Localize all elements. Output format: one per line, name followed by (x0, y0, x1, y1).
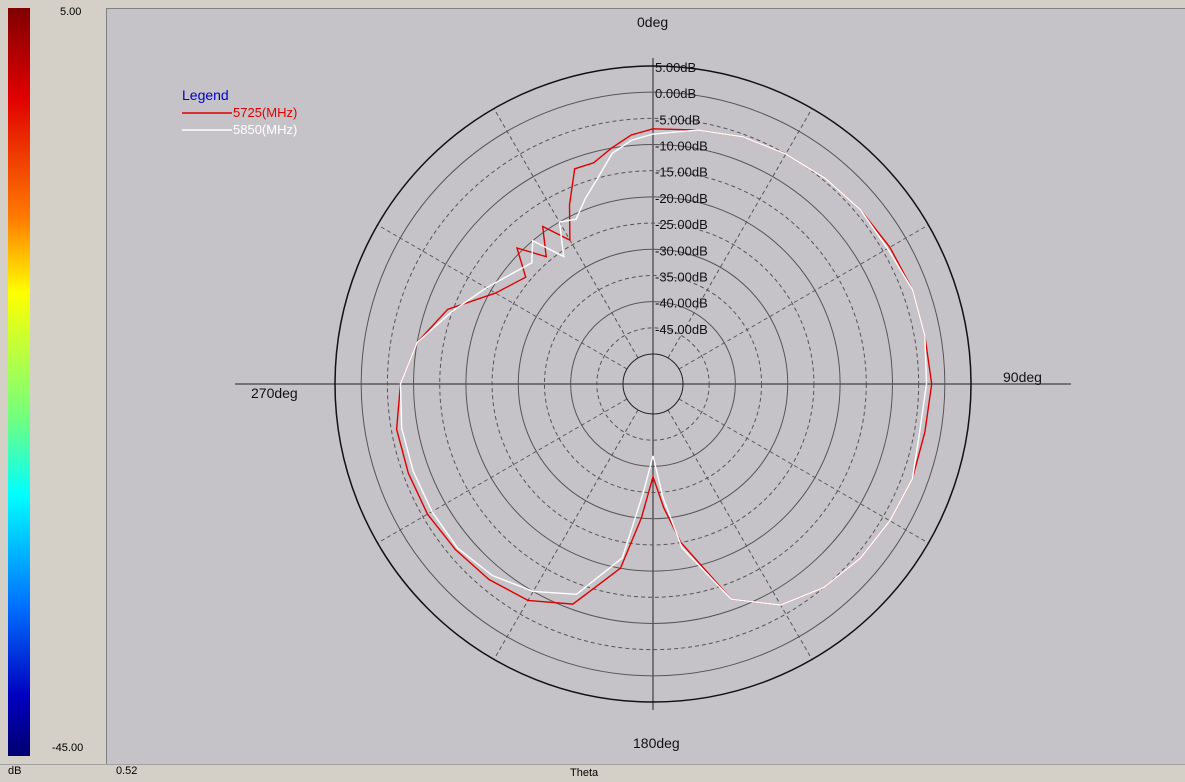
grid-ring (465, 196, 841, 572)
angle-label: 270deg (251, 385, 298, 401)
plot-area: 5.00dB 0.00dB -5.00dB -10.00dB -15.00dB -20.0… (106, 8, 1185, 765)
radial-tick-label: -5.00dB (655, 112, 701, 127)
grid-ring (543, 274, 763, 494)
grid-spoke (493, 409, 639, 660)
theta-value-label: 0.52 (116, 765, 138, 777)
grid-spoke (667, 108, 813, 359)
colorbar (8, 8, 30, 756)
series-line-2 (399, 129, 928, 606)
radial-tick-label: -25.00dB (655, 217, 708, 232)
grid-ring (596, 327, 710, 441)
grid-ring (570, 301, 736, 467)
radial-tick-label: -30.00dB (655, 243, 708, 258)
unit-label: dB (8, 765, 22, 777)
legend-entry: 5725(MHz) (233, 105, 297, 120)
radial-tick-label: 5.00dB (655, 60, 696, 75)
theta-axis-label: Theta (570, 767, 599, 779)
grid-spoke (667, 409, 813, 660)
grid-spoke (493, 108, 639, 359)
grid-ring (517, 248, 789, 520)
colorbar-min-label: -45.00 (52, 742, 84, 754)
legend-title: Legend (182, 87, 229, 103)
legend-entry: 5850(MHz) (233, 122, 297, 137)
colorbar-max-label: 5.00 (60, 6, 82, 18)
bottom-strip: dB 0.52 Theta (0, 764, 1185, 782)
colorbar-panel: 5.00 -45.00 (0, 0, 106, 764)
grid-ring (439, 170, 867, 598)
inner-ring (622, 353, 684, 415)
grid-ring (413, 144, 893, 624)
polar-chart: 5.00dB 0.00dB -5.00dB -10.00dB -15.00dB -20.0… (182, 14, 1071, 751)
grid-spoke (377, 224, 628, 370)
angle-label: 0deg (637, 14, 668, 30)
radial-tick-label: -40.00dB (655, 296, 708, 311)
grid-spoke (377, 398, 628, 544)
radial-tick-label: -35.00dB (655, 269, 708, 284)
grid-ring (386, 117, 920, 651)
grid-ring (491, 222, 815, 546)
radial-tick-label: -10.00dB (655, 139, 708, 154)
radial-tick-label: -15.00dB (655, 165, 708, 180)
angle-label: 90deg (1003, 369, 1042, 385)
angle-label: 180deg (633, 735, 680, 751)
grid-ring (334, 65, 972, 703)
grid-spoke (678, 398, 929, 544)
radial-tick-label: 0.00dB (655, 86, 696, 101)
radial-tick-label: -45.00dB (655, 322, 708, 337)
grid-ring (360, 91, 946, 677)
radial-tick-label: -20.00dB (655, 191, 708, 206)
grid-spoke (678, 224, 929, 370)
